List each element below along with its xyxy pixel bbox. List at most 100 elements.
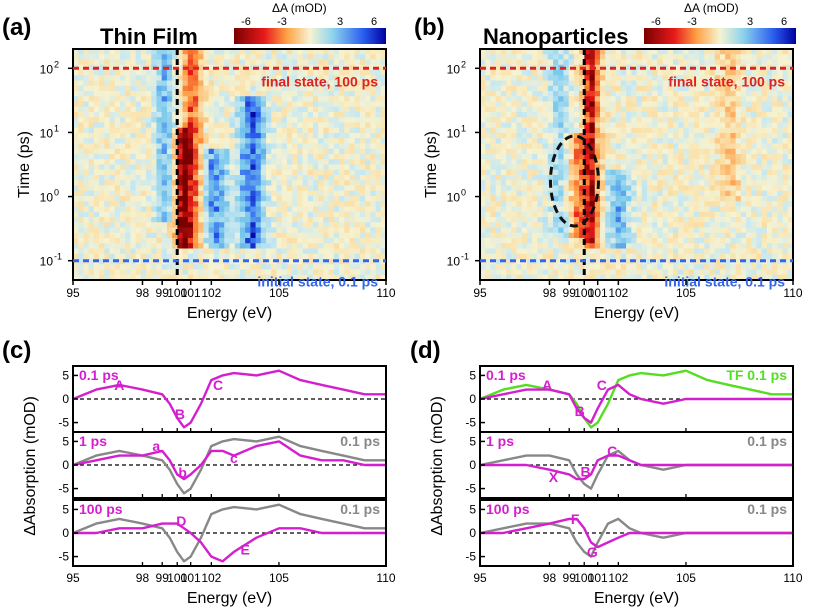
heatmap-cell: [699, 243, 705, 250]
heatmap-cell: [192, 201, 199, 208]
heatmap-cell: [756, 243, 763, 250]
heatmap-cell: [276, 253, 283, 260]
heatmap-cell: [156, 96, 163, 103]
heatmap-cell: [359, 206, 366, 213]
heatmap-cell: [224, 122, 231, 129]
heatmap-cell: [219, 117, 225, 124]
heatmap-cell: [620, 112, 627, 118]
heatmap-cell: [699, 117, 705, 124]
heatmap-cell: [480, 127, 486, 134]
heatmap-cell: [490, 106, 497, 113]
heatmap-cell: [323, 190, 330, 197]
heatmap-cell: [88, 248, 95, 255]
heatmap-cell: [730, 106, 737, 113]
heatmap-cell: [594, 101, 601, 108]
heatmap-cell: [339, 211, 345, 218]
heatmap-cell: [620, 106, 627, 113]
heatmap-cell: [359, 269, 366, 276]
heatmap-cell: [172, 248, 178, 255]
heatmap-cell: [620, 75, 627, 82]
heatmap-cell: [558, 91, 565, 97]
heatmap-cell: [318, 259, 324, 265]
heatmap-cell: [78, 175, 85, 181]
heatmap-cell: [641, 49, 648, 55]
heatmap-cell: [526, 206, 533, 213]
heatmap-cell: [678, 201, 685, 208]
heatmap-cell: [177, 85, 184, 92]
heatmap-cell: [573, 106, 580, 113]
heatmap-cell: [746, 159, 752, 166]
heatmap-cell: [333, 164, 340, 171]
heatmap-cell: [589, 59, 596, 66]
heatmap-cell: [130, 112, 137, 118]
heatmap-cell: [605, 143, 612, 150]
heatmap-cell: [140, 232, 147, 239]
heatmap-cell: [662, 206, 669, 213]
heatmap-cell: [693, 154, 700, 160]
heatmap-cell: [766, 169, 773, 176]
heatmap-cell: [521, 206, 528, 213]
heatmap-cell: [78, 259, 85, 265]
heatmap-cell: [125, 238, 131, 244]
heatmap-cell: [229, 253, 236, 260]
heatmap-cell: [688, 243, 695, 250]
heatmap-cell: [333, 217, 340, 223]
heatmap-cell: [631, 117, 638, 124]
heatmap-cell: [542, 196, 549, 202]
heatmap-cell: [250, 217, 257, 223]
heatmap-cell: [365, 169, 371, 176]
heatmap-cell: [276, 217, 283, 223]
heatmap-cell: [380, 96, 386, 103]
heatmap-cell: [746, 117, 752, 124]
heatmap-cell: [490, 127, 497, 134]
heatmap-cell: [297, 201, 304, 208]
heatmap-cell: [260, 106, 267, 113]
heatmap-cell: [480, 238, 486, 244]
heatmap-cell: [573, 180, 580, 187]
heatmap-cell: [490, 122, 497, 129]
heatmap-cell: [495, 154, 502, 160]
heatmap-cell: [657, 112, 664, 118]
heatmap-cell: [119, 138, 126, 145]
heatmap-cell: [151, 164, 158, 171]
heatmap-cell: [751, 138, 758, 145]
heatmap-cell: [375, 222, 382, 229]
heatmap-cell: [109, 175, 116, 181]
heatmap-cell: [198, 243, 205, 250]
heatmap-cell: [219, 101, 225, 108]
heatmap-cell: [333, 190, 340, 197]
heatmap-cell: [506, 190, 512, 197]
heatmap-cell: [104, 185, 111, 192]
heatmap-cell: [370, 217, 377, 223]
heatmap-cell: [354, 201, 361, 208]
heatmap-cell: [746, 227, 752, 234]
heatmap-cell: [114, 206, 121, 213]
heatmap-cell: [511, 243, 518, 250]
heatmap-cell: [714, 138, 721, 145]
heatmap-cell: [93, 169, 100, 176]
heatmap-cell: [307, 164, 314, 171]
heatmap-cell: [208, 269, 215, 276]
heatmap-cell: [99, 217, 105, 223]
heatmap-cell: [312, 49, 319, 55]
heatmap-cell: [125, 80, 131, 87]
heatmap-cell: [365, 222, 371, 229]
heatmap-cell: [255, 59, 262, 66]
heatmap-cell: [161, 112, 168, 118]
heatmap-cell: [271, 217, 278, 223]
heatmap-cell: [135, 154, 142, 160]
heatmap-cell: [599, 211, 606, 218]
heatmap-cell: [678, 164, 685, 171]
heatmap-cell: [219, 248, 225, 255]
heatmap-cell: [719, 196, 726, 202]
heatmap-cell: [359, 175, 366, 181]
heatmap-cell: [208, 222, 215, 229]
heatmap-cell: [302, 112, 309, 118]
heatmap-cell: [772, 227, 778, 234]
heatmap-cell: [667, 248, 674, 255]
heatmap-cell: [187, 264, 194, 271]
heatmap-cell: [349, 164, 356, 171]
heatmap-cell: [302, 91, 309, 97]
heatmap-cell: [735, 59, 742, 66]
heatmap-cell: [500, 190, 507, 197]
